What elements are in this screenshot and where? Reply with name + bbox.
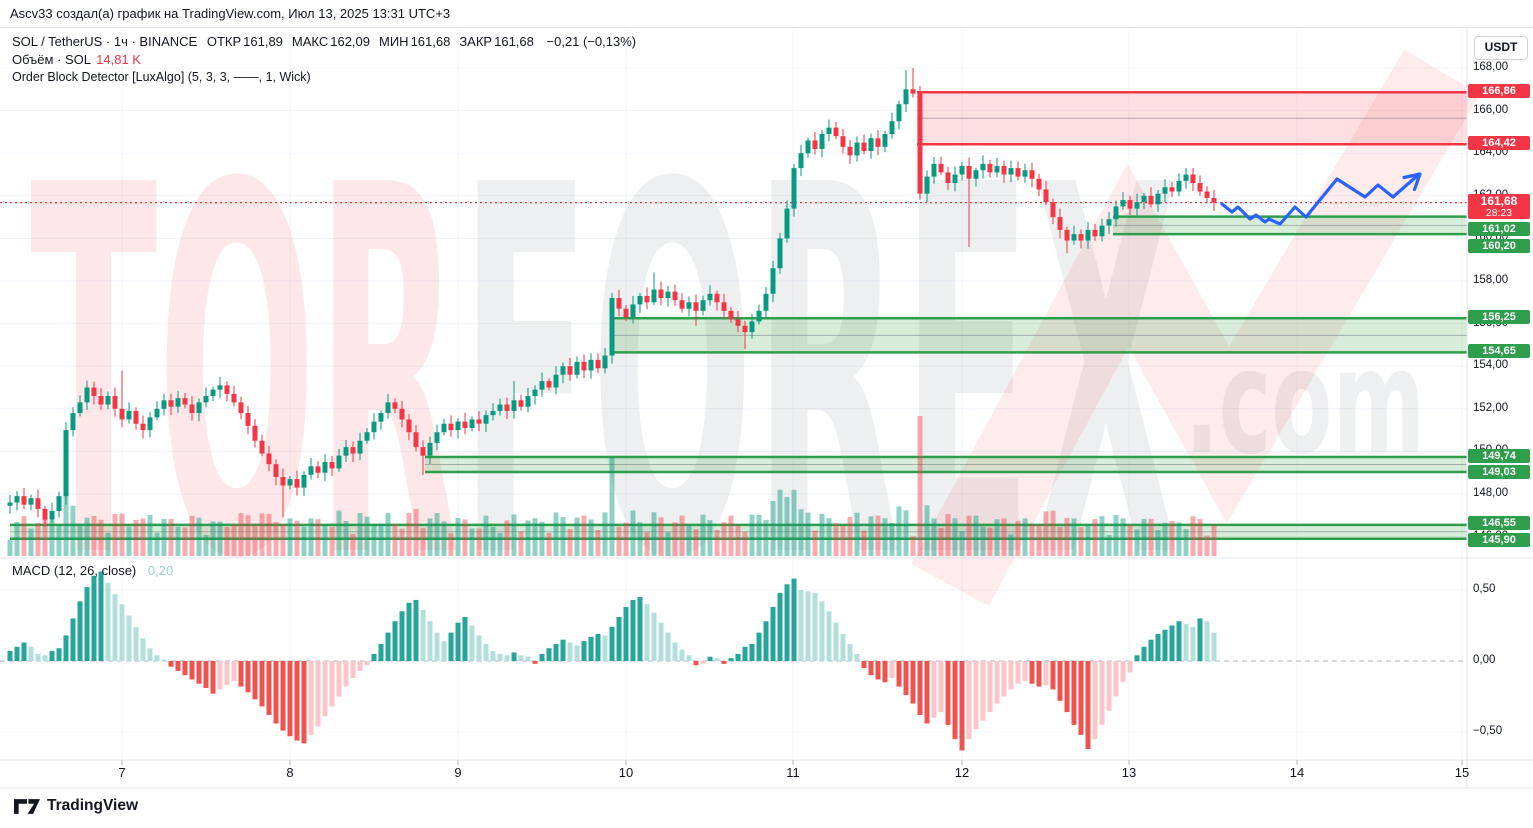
volume-value: 14,81 K (96, 52, 141, 67)
symbol-title: SOL / TetherUS · 1ч · BINANCE (12, 34, 198, 49)
change-value: −0,21 (−0,13%) (546, 34, 637, 49)
attribution-text: Ascv33 создал(а) график на TradingView.c… (10, 6, 451, 21)
price-tick-label: 148,00 (1473, 487, 1509, 499)
price-tick-label: 154,00 (1473, 359, 1509, 372)
tradingview-logo-text: TradingView (47, 797, 139, 814)
orderblock-price-badge: 166,86 (1468, 84, 1530, 98)
price-tick-label: 168,00 (1473, 61, 1509, 73)
price-tick-label: 152,00 (1473, 401, 1509, 414)
time-axis-label: 9 (454, 765, 462, 780)
ohlc-values: ОТКР 161,89 МАКС 162,09 МИН 161,68 ЗАКР 161,68 (207, 34, 543, 49)
macd-value: 0,20 (147, 563, 174, 578)
time-axis-label: 7 (118, 765, 126, 780)
orderblock-price-badge: 156,25 (1468, 310, 1530, 324)
orderblock-price-badge: 145,90 (1468, 533, 1530, 547)
ohlc-label: ЗАКР (459, 34, 493, 49)
orderblock-indicator-label: Order Block Detector [LuxAlgo] (5, 3, 3,… (12, 70, 311, 84)
volume-label: Объём · SOL (12, 52, 91, 67)
legend-volume-row[interactable]: Объём · SOL 14,81 K (12, 52, 150, 67)
ohlc-value: 161,68 (410, 34, 451, 49)
tradingview-logo[interactable]: TradingView (14, 797, 138, 815)
time-axis-label: 10 (618, 765, 634, 780)
time-axis-label: 13 (1121, 765, 1137, 780)
orderblock-price-badge: 161,02 (1468, 222, 1530, 236)
time-axis-label: 11 (786, 765, 800, 780)
macd-tick-label: −0,50 (1473, 725, 1503, 737)
ohlc-label: МАКС (291, 34, 329, 49)
currency-usdt-button[interactable]: USDT (1474, 36, 1528, 60)
svg-text:.com: .com (1185, 318, 1425, 487)
attribution-bar: Ascv33 создал(а) график на TradingView.c… (0, 0, 1533, 28)
time-axis-label: 14 (1289, 765, 1305, 780)
orderblock-price-badge: 160,20 (1468, 239, 1530, 253)
orderblock-price-badge: 164,42 (1468, 136, 1530, 150)
ohlc-value: 161,68 (494, 34, 534, 49)
orderblock-price-badge: 149,03 (1468, 465, 1530, 479)
macd-tick-label: 0,00 (1473, 654, 1496, 666)
macd-label: MACD (12, 26, close) (12, 563, 137, 578)
ohlc-value: 162,09 (330, 34, 370, 49)
ohlc-label: МИН (379, 34, 409, 49)
orderblock-price-badge: 149,74 (1468, 449, 1530, 463)
macd-tick-label: 0,50 (1473, 583, 1496, 595)
tradingview-logo-icon (14, 798, 40, 814)
ohlc-value: 161,89 (243, 34, 283, 49)
time-axis-label: 8 (286, 765, 294, 780)
svg-text:FOREX: FOREX (460, 80, 1180, 671)
orderblock-price-badge: 154,65 (1468, 344, 1530, 358)
ohlc-label: ОТКР (206, 34, 242, 49)
legend-symbol-row[interactable]: SOL / TetherUS · 1ч · BINANCE ОТКР 161,89… (12, 34, 636, 49)
current-price-badge: 161,68 28:23 (1468, 194, 1530, 219)
price-tick-label: 166,00 (1473, 103, 1509, 116)
legend-macd-row[interactable]: MACD (12, 26, close) 0,20 (12, 563, 173, 578)
time-axis-label: 12 (954, 765, 970, 780)
price-tick-label: 158,00 (1473, 274, 1509, 286)
orderblock-price-badge: 146,55 (1468, 516, 1530, 530)
time-axis-label: 15 (1454, 765, 1470, 780)
legend-orderblock-row[interactable]: Order Block Detector [LuxAlgo] (5, 3, 3,… (12, 70, 311, 84)
